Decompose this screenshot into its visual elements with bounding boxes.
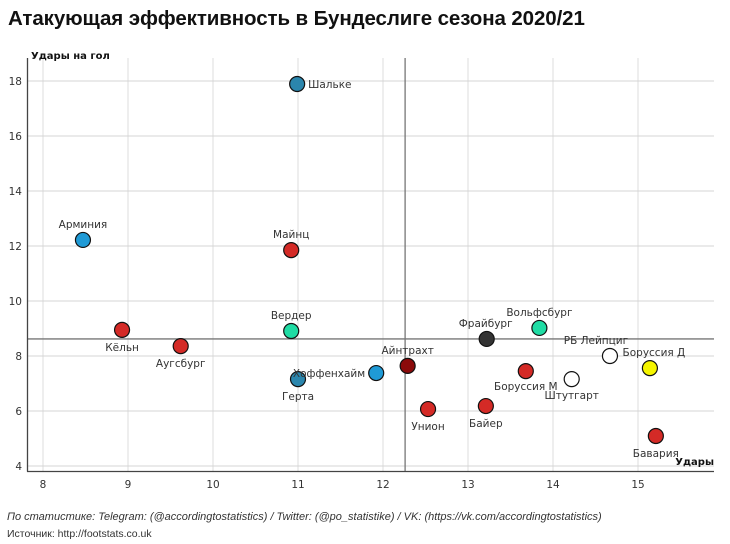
data-label: Майнц [273,229,309,241]
data-point [283,322,300,340]
data-points [74,75,664,445]
data-point [641,360,659,377]
y-tick-label: 10 [9,296,22,308]
data-point [172,338,189,355]
data-label: Байер [469,418,503,430]
x-tick-label: 10 [206,479,219,491]
y-tick-label: 6 [15,406,22,418]
x-tick-label: 8 [40,479,47,491]
x-tick-label: 11 [291,479,304,491]
data-point [647,427,664,445]
data-point [531,319,548,337]
axes [26,58,714,473]
data-label: Арминия [59,219,108,231]
data-label: Вольфсбург [506,307,572,319]
x-tick-labels: 8 9 10 11 12 13 14 15 [40,479,645,491]
x-tick-label: 15 [631,479,644,491]
y-tick-label: 4 [15,461,22,473]
data-label: Хоффенхайм [293,368,365,380]
data-label: Штутгарт [544,390,598,402]
data-point [399,357,416,374]
reference-lines [28,58,714,471]
data-point [477,397,494,415]
data-label: Кёльн [105,342,139,354]
y-tick-label: 12 [9,241,22,253]
data-label: Вердер [271,310,312,322]
data-point [283,242,300,259]
data-label: Аугсбург [156,358,206,370]
footer-credits: По статистике: Telegram: (@accordingtost… [7,511,602,523]
y-tick-label: 16 [9,131,23,143]
data-point [289,371,307,388]
data-point [74,231,92,249]
grid [28,58,714,471]
y-tick-labels: 4 6 8 10 12 14 16 18 [9,76,23,473]
x-axis-title: Удары [675,457,714,468]
y-tick-label: 8 [15,351,22,363]
y-tick-label: 18 [9,76,22,88]
data-point [563,371,580,388]
y-axis-title: Удары на гол [31,51,110,62]
x-tick-label: 9 [125,479,132,491]
data-label: Герта [282,391,314,403]
data-point [368,364,385,382]
data-labels: Шальке Арминия Майнц Кёльн Аугсбург Вердер Гер… [59,79,686,460]
data-label: Боруссия М [494,381,558,393]
data-point [289,75,306,93]
data-point [517,363,534,380]
data-label: Унион [411,421,444,433]
x-tick-label: 12 [376,479,389,491]
data-label: РБ Лейпциг [564,335,628,347]
data-label: Шальке [308,79,351,91]
footer-source: Источник: http://footstats.co.uk [7,528,152,540]
data-label: Боруссия Д [623,347,686,359]
data-point [478,330,495,348]
y-tick-label: 14 [9,186,23,198]
data-label: Бавария [633,448,679,460]
x-tick-label: 13 [461,479,474,491]
data-label: Фрайбург [459,318,513,330]
data-point [601,347,619,365]
data-point [113,321,131,338]
data-label: Айнтрахт [381,345,433,357]
chart-title: Атакующая эффективность в Бундеслиге сез… [8,7,585,30]
data-point [419,400,437,418]
x-tick-label: 14 [546,479,560,491]
